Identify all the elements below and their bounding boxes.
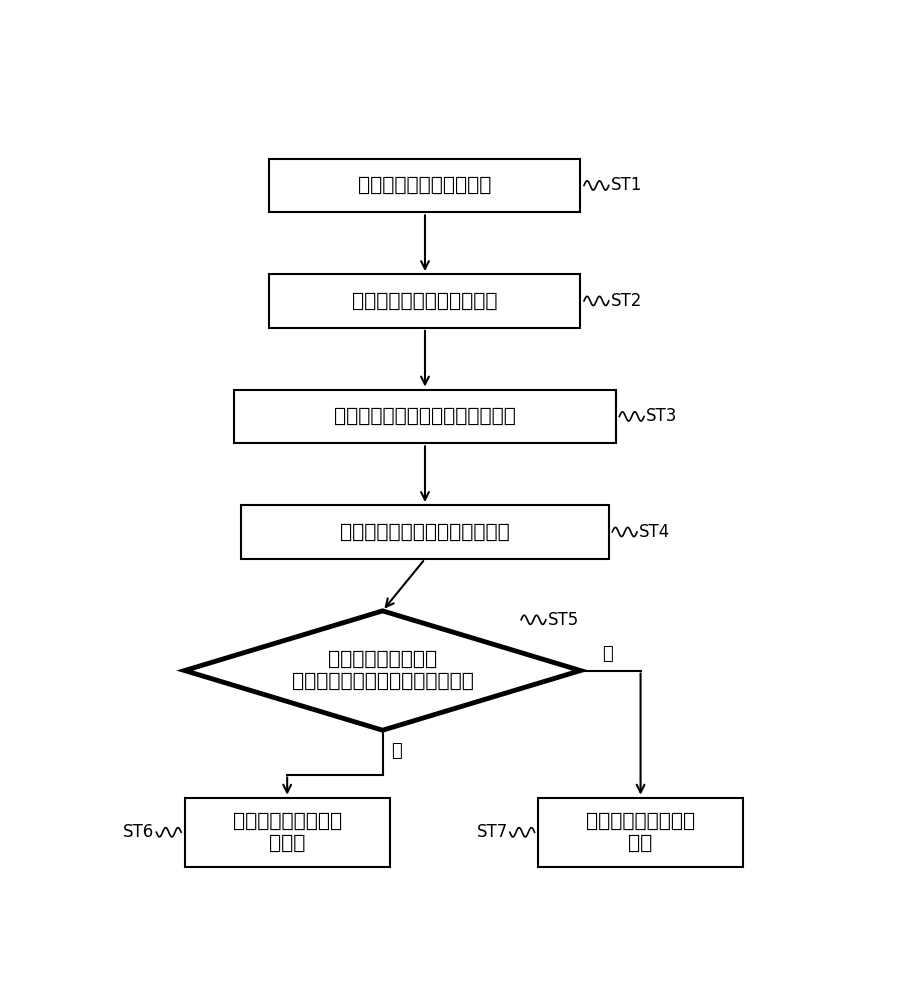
Text: ST3: ST3 (646, 407, 677, 425)
Text: 从电网运营商获取当前的电价信息: 从电网运营商获取当前的电价信息 (333, 407, 516, 426)
Text: 向充放电设备发送放
电指令: 向充放电设备发送放 电指令 (232, 812, 342, 853)
Text: 保持连接状态或进行
充电: 保持连接状态或进行 充电 (586, 812, 694, 853)
Text: ST7: ST7 (476, 823, 507, 841)
Bar (241, 505, 609, 559)
Bar (270, 274, 580, 328)
Text: ST4: ST4 (639, 523, 670, 541)
Polygon shape (184, 611, 580, 730)
Bar (537, 798, 742, 867)
Text: ST6: ST6 (123, 823, 154, 841)
Text: ST2: ST2 (610, 292, 641, 310)
Text: ST5: ST5 (548, 611, 578, 629)
Text: 从充放电设备获取车辆信息: 从充放电设备获取车辆信息 (352, 291, 497, 310)
Bar (270, 158, 580, 212)
Bar (184, 798, 389, 867)
Text: 电动汽车连接充放电设备: 电动汽车连接充放电设备 (358, 176, 491, 195)
Text: 判定当前的放电收入
是否大于过去充电时的充电成本？: 判定当前的放电收入 是否大于过去充电时的充电成本？ (292, 650, 473, 691)
Bar (234, 390, 615, 443)
Text: 存储车辆信息和当前的电价信息: 存储车辆信息和当前的电价信息 (340, 522, 509, 541)
Text: 否: 否 (601, 645, 612, 663)
Text: 是: 是 (391, 742, 402, 760)
Text: ST1: ST1 (610, 176, 641, 194)
